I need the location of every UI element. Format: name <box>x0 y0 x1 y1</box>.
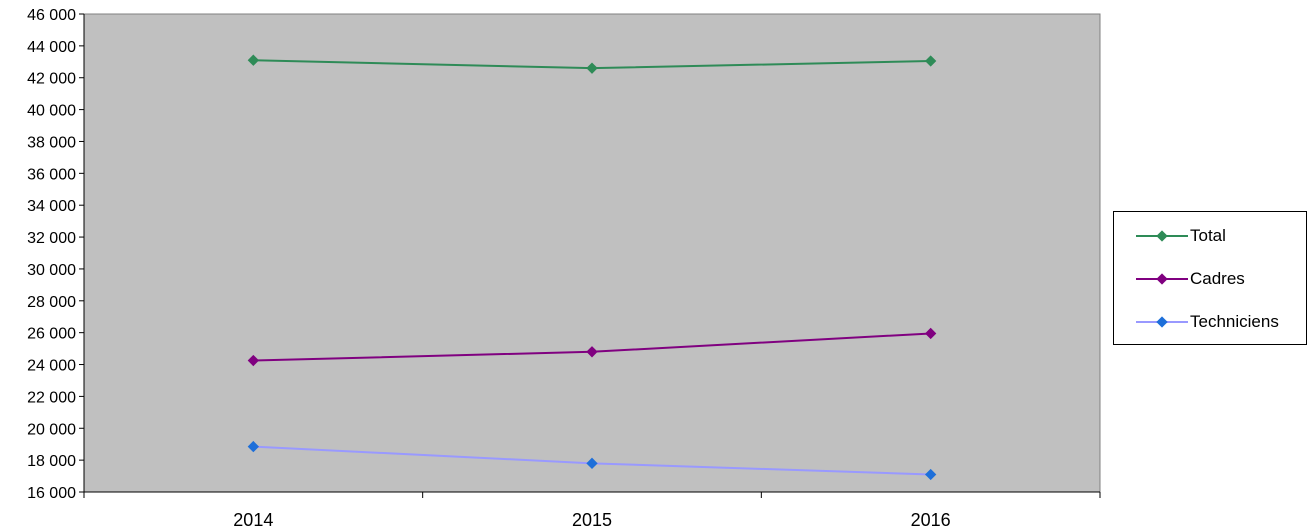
y-tick-label: 44 000 <box>27 39 76 56</box>
plot-area <box>84 14 1100 492</box>
legend-label-techniciens: Techniciens <box>1190 312 1279 332</box>
y-tick-label: 42 000 <box>27 71 76 88</box>
legend-label-total: Total <box>1190 226 1226 246</box>
legend-label-cadres: Cadres <box>1190 269 1245 289</box>
y-tick-label: 32 000 <box>27 230 76 247</box>
y-tick-label: 20 000 <box>27 421 76 438</box>
y-tick-label: 18 000 <box>27 453 76 470</box>
y-tick-label: 38 000 <box>27 134 76 151</box>
x-tick-label: 2016 <box>911 510 951 530</box>
y-tick-label: 46 000 <box>27 7 76 24</box>
y-axis: 16 000 18 000 20 000 22 000 24 000 26 000 28 0… <box>27 7 84 502</box>
legend-item-techniciens: Techniciens <box>1136 310 1279 334</box>
x-tick-label: 2015 <box>572 510 612 530</box>
y-tick-label: 24 000 <box>27 358 76 375</box>
legend-swatch-cadres <box>1136 272 1188 286</box>
y-tick-label: 30 000 <box>27 262 76 279</box>
legend-item-total: Total <box>1136 224 1226 248</box>
x-axis: 2014 2015 2016 <box>84 492 1100 530</box>
y-tick-label: 34 000 <box>27 198 76 215</box>
y-tick-label: 22 000 <box>27 389 76 406</box>
y-tick-label: 16 000 <box>27 485 76 502</box>
y-tick-label: 40 000 <box>27 103 76 120</box>
legend-item-cadres: Cadres <box>1136 267 1245 291</box>
y-tick-label: 36 000 <box>27 166 76 183</box>
y-tick-label: 26 000 <box>27 326 76 343</box>
legend-swatch-techniciens <box>1136 315 1188 329</box>
y-tick-label: 28 000 <box>27 294 76 311</box>
x-tick-label: 2014 <box>233 510 273 530</box>
legend: Total Cadres Techniciens <box>1113 211 1307 345</box>
legend-swatch-total <box>1136 229 1188 243</box>
